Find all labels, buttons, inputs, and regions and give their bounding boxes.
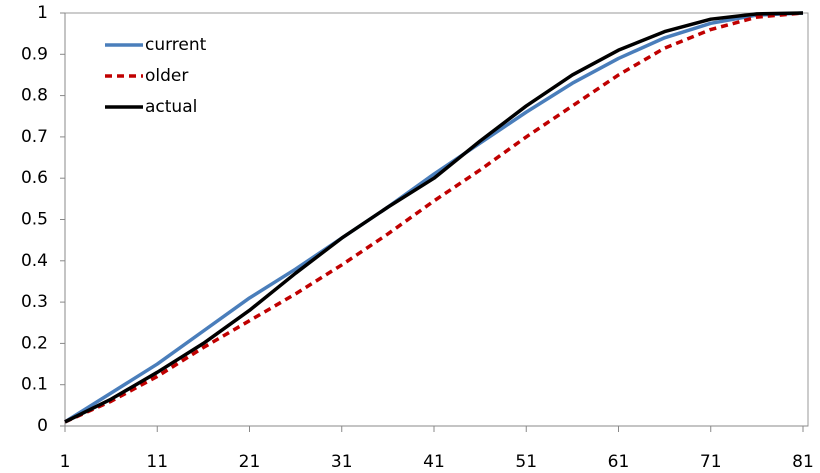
x-tick-label: 41: [423, 452, 445, 472]
y-tick-label: 1: [37, 3, 48, 23]
x-tick-label: 11: [146, 452, 168, 472]
y-tick-label: 0.2: [21, 333, 48, 353]
series-line: [64, 11, 804, 424]
y-tick-label: 0.6: [21, 168, 48, 188]
x-tick-label: 31: [331, 452, 353, 472]
y-tick-label: 0.5: [21, 210, 48, 230]
y-tick-label: 0.3: [21, 292, 48, 312]
x-tick-label: 71: [700, 452, 722, 472]
x-tick-label: 61: [608, 452, 630, 472]
x-tick-label: 1: [60, 452, 71, 472]
y-tick-label: 0: [37, 416, 48, 436]
legend-label: actual: [145, 97, 197, 117]
legend-label: current: [145, 35, 207, 55]
x-tick-label: 81: [792, 452, 814, 472]
y-tick-label: 0.9: [21, 44, 48, 64]
y-tick-label: 0.1: [21, 375, 48, 395]
x-tick-label: 21: [239, 452, 261, 472]
y-tick-label: 0.4: [21, 251, 48, 271]
legend-label: older: [145, 66, 188, 86]
series-line: [64, 11, 804, 424]
x-tick-label: 51: [515, 452, 537, 472]
series-line: [64, 11, 804, 424]
y-tick-label: 0.8: [21, 86, 48, 106]
y-tick-label: 0.7: [21, 127, 48, 147]
